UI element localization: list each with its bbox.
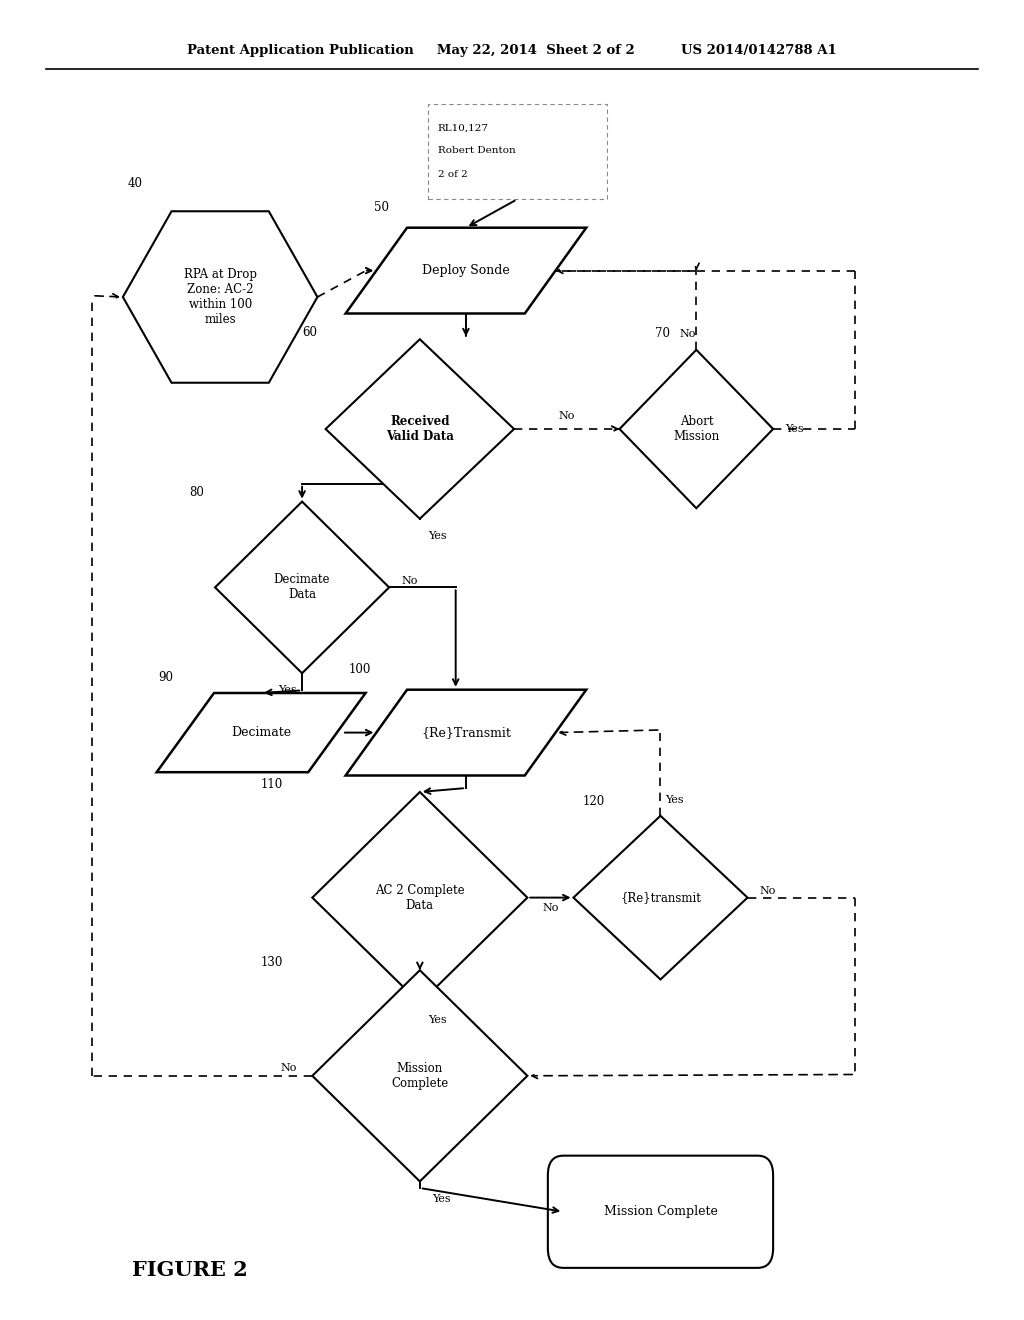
- Text: 110: 110: [261, 777, 284, 791]
- Text: 70: 70: [655, 327, 671, 341]
- Text: Yes: Yes: [785, 424, 804, 434]
- Text: 40: 40: [128, 177, 143, 190]
- Polygon shape: [346, 689, 586, 776]
- Text: 60: 60: [302, 326, 317, 339]
- Text: 130: 130: [261, 956, 284, 969]
- Text: Abort
Mission: Abort Mission: [673, 414, 720, 444]
- Text: No: No: [559, 411, 574, 421]
- Text: {Re}transmit: {Re}transmit: [621, 891, 700, 904]
- Text: Mission
Complete: Mission Complete: [391, 1061, 449, 1090]
- Text: Received
Valid Data: Received Valid Data: [386, 414, 454, 444]
- Polygon shape: [312, 970, 527, 1181]
- Polygon shape: [620, 350, 773, 508]
- Text: No: No: [281, 1063, 297, 1073]
- Text: Patent Application Publication     May 22, 2014  Sheet 2 of 2          US 2014/0: Patent Application Publication May 22, 2…: [187, 44, 837, 57]
- Text: AC 2 Complete
Data: AC 2 Complete Data: [375, 883, 465, 912]
- Polygon shape: [346, 227, 586, 313]
- Polygon shape: [215, 502, 389, 673]
- Text: 120: 120: [583, 795, 605, 808]
- Text: Deploy Sonde: Deploy Sonde: [422, 264, 510, 277]
- Text: Robert Denton: Robert Denton: [438, 147, 515, 154]
- Polygon shape: [157, 693, 366, 772]
- Text: 50: 50: [374, 201, 389, 214]
- Polygon shape: [326, 339, 514, 519]
- Text: 2 of 2: 2 of 2: [438, 170, 468, 178]
- Polygon shape: [312, 792, 527, 1003]
- Text: Decimate: Decimate: [231, 726, 291, 739]
- Text: {Re}Transmit: {Re}Transmit: [421, 726, 511, 739]
- Polygon shape: [123, 211, 317, 383]
- Text: Yes: Yes: [428, 531, 446, 541]
- Text: No: No: [543, 903, 558, 913]
- Text: RPA at Drop
Zone: AC-2
within 100
miles: RPA at Drop Zone: AC-2 within 100 miles: [183, 268, 257, 326]
- Text: RL10,127: RL10,127: [438, 124, 488, 132]
- FancyBboxPatch shape: [548, 1156, 773, 1267]
- Text: No: No: [760, 886, 776, 896]
- Text: Mission Complete: Mission Complete: [603, 1205, 718, 1218]
- Text: Yes: Yes: [279, 685, 297, 696]
- Polygon shape: [573, 816, 748, 979]
- Text: 80: 80: [189, 486, 205, 499]
- Text: Yes: Yes: [432, 1193, 451, 1204]
- Text: No: No: [401, 576, 418, 586]
- Text: FIGURE 2: FIGURE 2: [131, 1259, 248, 1280]
- Text: 90: 90: [159, 671, 174, 684]
- Text: No: No: [680, 329, 696, 339]
- Text: Yes: Yes: [428, 1015, 446, 1026]
- Text: 100: 100: [348, 663, 371, 676]
- Text: Decimate
Data: Decimate Data: [273, 573, 331, 602]
- Text: Yes: Yes: [666, 795, 684, 805]
- FancyBboxPatch shape: [428, 104, 606, 199]
